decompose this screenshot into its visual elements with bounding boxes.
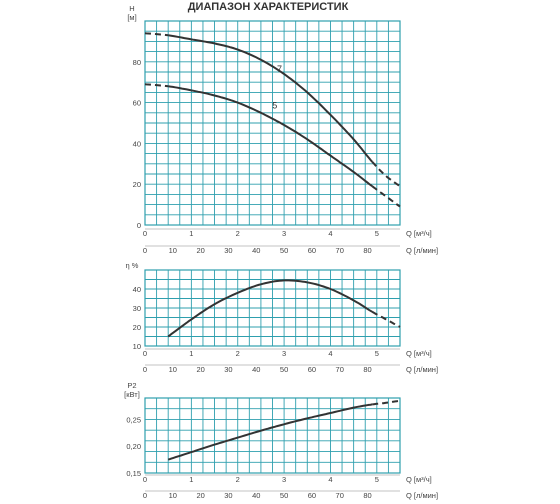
power-series-0-dashed-end bbox=[372, 399, 401, 406]
power-plot-frame bbox=[144, 397, 401, 474]
efficiency-xtick2-label: 10 bbox=[169, 365, 177, 374]
efficiency-xtick2-label: 60 bbox=[308, 365, 316, 374]
head-ytick-label: 40 bbox=[133, 139, 141, 148]
head-series-5-dashed-start bbox=[144, 83, 169, 88]
head-xtick1-label: 2 bbox=[236, 229, 240, 238]
head-ytick-label: 60 bbox=[133, 99, 141, 108]
efficiency-xtick1-label: 0 bbox=[143, 349, 147, 358]
power-xtick1-label: 3 bbox=[282, 475, 286, 484]
head-xtick2-label: 70 bbox=[336, 246, 344, 255]
head-xtick2-label: 0 bbox=[143, 246, 147, 255]
power-chart: 0,15 0,20 0,25 P2[кВт] 0 1 2 3 4 5 Q [м³/ч] 0 10 20 30… bbox=[124, 381, 438, 500]
head-series-7-line bbox=[168, 34, 373, 163]
head-xtick1-label: 5 bbox=[375, 229, 379, 238]
head-ytick-label: 0 bbox=[137, 221, 141, 230]
power-xtick2-label: 0 bbox=[143, 491, 147, 500]
power-ytick-label: 0,25 bbox=[126, 415, 141, 424]
efficiency-xtick2-label: 80 bbox=[363, 365, 371, 374]
efficiency-xaxis1-label: Q [м³/ч] bbox=[406, 349, 432, 358]
efficiency-xtick2-label: 40 bbox=[252, 365, 260, 374]
power-yunit: [кВт] bbox=[124, 390, 140, 399]
efficiency-ytick-label: 10 bbox=[133, 342, 141, 351]
head-xtick2-label: 60 bbox=[308, 246, 316, 255]
efficiency-plot-frame bbox=[144, 269, 401, 347]
efficiency-series-0-line bbox=[167, 279, 373, 338]
power-xtick2-label: 80 bbox=[363, 491, 371, 500]
efficiency-xtick2-label: 50 bbox=[280, 365, 288, 374]
efficiency-xtick1-label: 3 bbox=[282, 349, 286, 358]
head-xaxis1-label: Q [м³/ч] bbox=[406, 229, 432, 238]
head-xtick1-label: 0 bbox=[143, 229, 147, 238]
head-ytick-label: 80 bbox=[133, 58, 141, 67]
power-xaxis1-label: Q [м³/ч] bbox=[406, 475, 432, 484]
head-curve-label-5: 5 bbox=[272, 101, 277, 111]
head-yunit: [м] bbox=[127, 13, 136, 22]
head-plot-frame bbox=[144, 20, 401, 226]
head-xtick2-label: 80 bbox=[363, 246, 371, 255]
head-series-7-dashed-end bbox=[371, 161, 401, 188]
head-xtick1-label: 3 bbox=[282, 229, 286, 238]
efficiency-xtick2-label: 0 bbox=[143, 365, 147, 374]
power-xtick2-label: 70 bbox=[336, 491, 344, 500]
head-chart: 0 20 40 60 80 H[м] 0 1 2 3 4 5 Q [м³/ч] 0 10 20 30 40 50 60… bbox=[127, 4, 438, 255]
efficiency-xaxis2-label: Q [л/мин] bbox=[406, 365, 438, 374]
head-series-5-line bbox=[168, 85, 373, 188]
efficiency-xtick1-label: 1 bbox=[189, 349, 193, 358]
power-xtick1-label: 5 bbox=[375, 475, 379, 484]
power-xaxis2-label: Q [л/мин] bbox=[406, 491, 438, 500]
efficiency-ytick-label: 30 bbox=[133, 304, 141, 313]
head-xtick2-label: 10 bbox=[169, 246, 177, 255]
power-xtick2-label: 10 bbox=[169, 491, 177, 500]
efficiency-series-0-dashed-end bbox=[371, 310, 401, 328]
power-ytick-label: 0,15 bbox=[126, 469, 141, 478]
head-xaxis2-label: Q [л/мин] bbox=[406, 246, 438, 255]
head-xtick2-label: 40 bbox=[252, 246, 260, 255]
power-xtick2-label: 30 bbox=[224, 491, 232, 500]
head-ylabel: H bbox=[129, 4, 134, 13]
power-xtick2-label: 60 bbox=[308, 491, 316, 500]
power-xtick2-label: 40 bbox=[252, 491, 260, 500]
efficiency-ytick-label: 40 bbox=[133, 285, 141, 294]
head-ytick-label: 20 bbox=[133, 180, 141, 189]
power-xtick1-label: 1 bbox=[189, 475, 193, 484]
efficiency-xtick1-label: 5 bbox=[375, 349, 379, 358]
head-xtick2-label: 50 bbox=[280, 246, 288, 255]
efficiency-xtick1-label: 2 bbox=[236, 349, 240, 358]
power-xtick2-label: 50 bbox=[280, 491, 288, 500]
head-curve-label-7: 7 bbox=[277, 64, 282, 74]
efficiency-ylabel: η % bbox=[126, 261, 139, 270]
power-ytick-label: 0,20 bbox=[126, 442, 141, 451]
power-xtick1-label: 4 bbox=[328, 475, 332, 484]
chart-title: ДИАПАЗОН ХАРАКТЕРИСТИК bbox=[188, 1, 349, 13]
efficiency-ytick-label: 20 bbox=[133, 323, 141, 332]
head-xtick2-label: 20 bbox=[196, 246, 204, 255]
power-xtick1-label: 0 bbox=[143, 475, 147, 484]
head-xtick1-label: 1 bbox=[189, 229, 193, 238]
efficiency-xtick2-label: 20 bbox=[196, 365, 204, 374]
power-series-0-line bbox=[167, 403, 373, 461]
efficiency-xtick2-label: 30 bbox=[224, 365, 232, 374]
head-xtick2-label: 30 bbox=[224, 246, 232, 255]
power-xtick1-label: 2 bbox=[236, 475, 240, 484]
head-xtick1-label: 4 bbox=[328, 229, 332, 238]
efficiency-xtick2-label: 70 bbox=[336, 365, 344, 374]
efficiency-xtick1-label: 4 bbox=[328, 349, 332, 358]
power-xtick2-label: 20 bbox=[196, 491, 204, 500]
power-ylabel: P2 bbox=[127, 381, 136, 390]
head-series-7-dashed-start bbox=[144, 32, 169, 37]
